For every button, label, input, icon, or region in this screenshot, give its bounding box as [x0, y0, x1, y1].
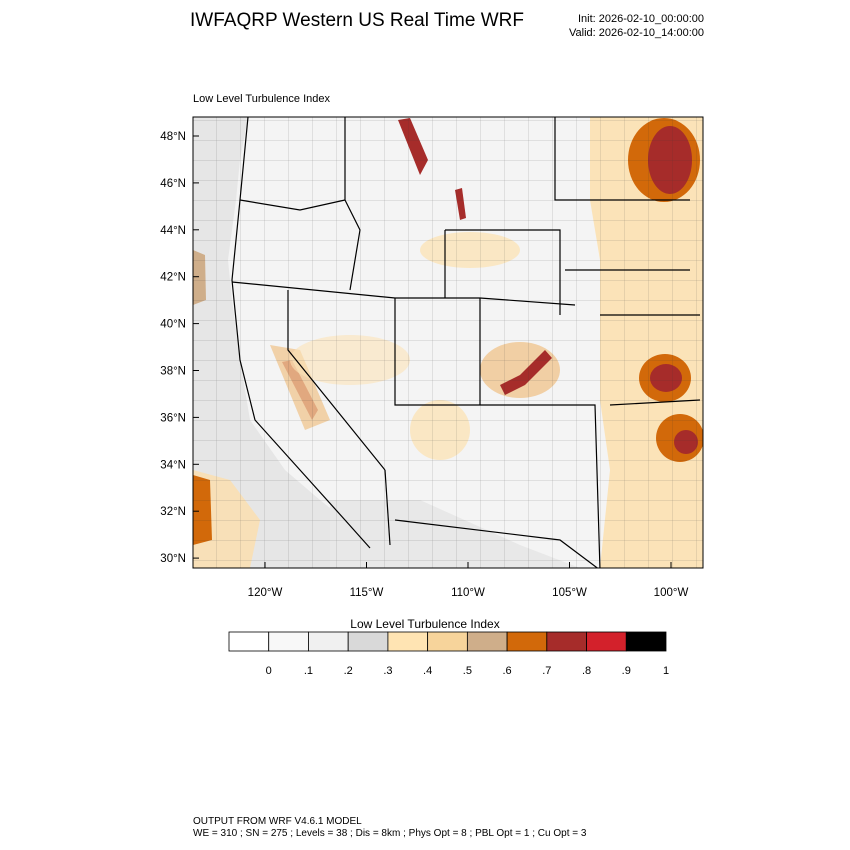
main-title: IWFAQRP Western US Real Time WRF	[190, 10, 524, 31]
colorbar-swatch	[466, 631, 508, 652]
map-field	[193, 117, 703, 568]
colorbar-swatch	[387, 631, 429, 652]
colorbar-swatch	[347, 631, 389, 652]
colorbar-swatch	[586, 631, 627, 652]
lat-label: 44°N	[160, 225, 186, 237]
colorbar: 0 .1 .2 .3 .4 .5 .6 .7 .8 .9 1	[228, 631, 669, 677]
colorbar-swatch	[546, 631, 587, 652]
plot-title: Low Level Turbulence Index	[193, 93, 330, 105]
latitude-axis: 48°N 46°N 44°N 42°N 40°N 38°N 36°N 34°N 32°N 30°N	[160, 131, 199, 565]
colorbar-title: Low Level Turbulence Index	[350, 617, 500, 631]
map-frame	[192, 116, 704, 569]
colorbar-tick-label: .1	[304, 665, 313, 677]
colorbar-swatch	[228, 631, 270, 652]
lat-label: 34°N	[160, 459, 186, 471]
colorbar-tick-label: .2	[344, 665, 353, 677]
lon-label: 100°W	[654, 587, 689, 599]
lat-label: 40°N	[160, 319, 186, 331]
colorbar-tick-label: .8	[582, 665, 591, 677]
lat-label: 46°N	[160, 178, 186, 190]
colorbar-tick-label: 0	[266, 665, 272, 677]
valid-time: Valid: 2026-02-10_14:00:00	[569, 27, 704, 39]
longitude-axis: 120°W 115°W 110°W 105°W 100°W	[248, 562, 689, 599]
county-lines	[193, 117, 703, 568]
lon-label: 115°W	[350, 587, 384, 599]
lat-label: 48°N	[160, 131, 186, 143]
colorbar-tick-label: .3	[383, 665, 392, 677]
lon-label: 120°W	[248, 587, 283, 599]
lat-label: 38°N	[160, 366, 186, 378]
colorbar-tick-label: .4	[423, 665, 432, 677]
footer-config-line: WE = 310 ; SN = 275 ; Levels = 38 ; Dis …	[193, 828, 587, 839]
colorbar-tick-label: .9	[622, 665, 631, 677]
colorbar-swatch	[268, 631, 309, 652]
footer-model-line: OUTPUT FROM WRF V4.6.1 MODEL	[193, 816, 362, 827]
colorbar-tick-label: .5	[463, 665, 472, 677]
colorbar-swatch	[308, 631, 349, 652]
colorbar-swatch	[625, 631, 667, 652]
lat-label: 30°N	[160, 553, 186, 565]
lon-label: 105°W	[552, 587, 587, 599]
lat-label: 36°N	[160, 412, 186, 424]
colorbar-swatch	[506, 631, 548, 652]
init-time: Init: 2026-02-10_00:00:00	[578, 13, 704, 25]
colorbar-tick-label: .6	[502, 665, 511, 677]
state-boundaries	[231, 117, 701, 568]
lat-label: 32°N	[160, 506, 186, 518]
lat-label: 42°N	[160, 272, 186, 284]
colorbar-tick-label: 1	[663, 665, 669, 677]
lon-label: 110°W	[451, 587, 485, 599]
colorbar-swatch	[427, 631, 468, 652]
colorbar-tick-label: .7	[542, 665, 551, 677]
